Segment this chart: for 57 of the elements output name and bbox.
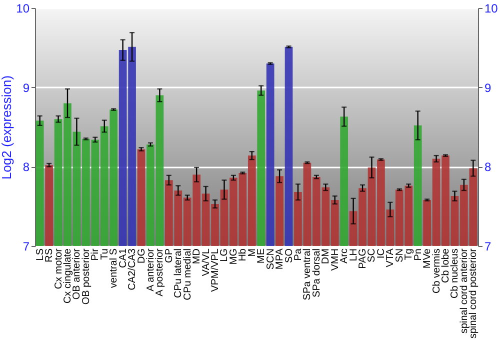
x-tick-label: Pn — [412, 248, 424, 261]
y2-tick-label: 7 — [484, 240, 492, 254]
y-tick-label: 9 — [22, 80, 30, 95]
x-tick-label: MPA — [274, 248, 286, 270]
x-tick-label: Cb vermis — [431, 248, 442, 294]
x-tick-label: OB anterior — [72, 248, 83, 300]
y-tick-label: 7 — [22, 240, 30, 254]
x-tick-label: ME — [256, 248, 268, 264]
x-tick-label: DM — [320, 248, 332, 264]
x-tick-label: LS — [34, 248, 46, 261]
x-tick-label: spinal cord anterior — [458, 248, 470, 334]
x-tick-label: Pir — [90, 248, 102, 261]
y2-tick-label: 9 — [484, 80, 492, 95]
x-tick-label: CPu lateral — [173, 248, 184, 298]
x-tick-label: SC — [366, 248, 378, 262]
y2-tick-label: 8 — [484, 160, 492, 174]
x-tick-label: PAG — [358, 248, 369, 269]
x-tick-label: Tu — [99, 248, 110, 260]
y2-tick-label: 10 — [484, 2, 498, 16]
x-tick-label: CA2/CA3 — [127, 248, 138, 290]
x-tick-label: VPM/VPL — [210, 248, 222, 292]
x-tick-label: VTA — [385, 248, 396, 268]
x-tick-label: SN — [394, 248, 406, 262]
x-tick-label: Cx motor — [53, 248, 64, 290]
x-tick-label: CPu medial — [182, 248, 194, 300]
y-tick-label: 8 — [22, 160, 30, 174]
x-tick-label: SO — [284, 248, 295, 263]
x-tick-label: RS — [44, 248, 56, 262]
x-tick-label: VMH — [330, 248, 341, 271]
x-tick-label: Tg — [404, 248, 415, 260]
x-tick-label: M — [246, 248, 258, 257]
x-tick-label: MD — [192, 248, 203, 264]
x-tick-label: OB posterior — [80, 248, 92, 305]
x-tick-label: Pa — [292, 248, 304, 261]
x-tick-label: SPa dorsal — [311, 248, 322, 298]
x-tick-label: Arc — [339, 248, 350, 264]
x-tick-label: Cb nucleus — [450, 248, 461, 299]
x-tick-label: IC — [376, 248, 387, 258]
x-tick-label: DG — [136, 248, 148, 264]
x-tick-label: LH — [348, 248, 360, 262]
x-tick-label: VA/VL — [200, 248, 212, 276]
x-tick-label: CA1 — [118, 248, 129, 268]
x-tick-label: Cb lobe — [440, 248, 452, 283]
x-tick-label: SCN — [265, 248, 276, 270]
x-tick-label: Hb — [238, 248, 249, 262]
x-tick-label: MVe — [422, 248, 434, 269]
x-tick-label: MG — [228, 248, 240, 265]
x-tick-label: LG — [219, 248, 230, 262]
x-tick-label: spinal cord posterior — [468, 248, 480, 339]
x-tick-label: SPa ventral — [302, 248, 314, 300]
x-tick-label: ventral S — [108, 248, 120, 288]
x-tick-label: Cx cingulate — [62, 248, 74, 304]
x-tick-label: GP — [164, 248, 175, 263]
x-tick-label: A anterior — [145, 248, 156, 292]
y-axis-title: Log2 (expression) — [0, 75, 14, 180]
y-tick-label: 10 — [16, 2, 30, 16]
x-tick-label: A posterior — [154, 248, 166, 296]
